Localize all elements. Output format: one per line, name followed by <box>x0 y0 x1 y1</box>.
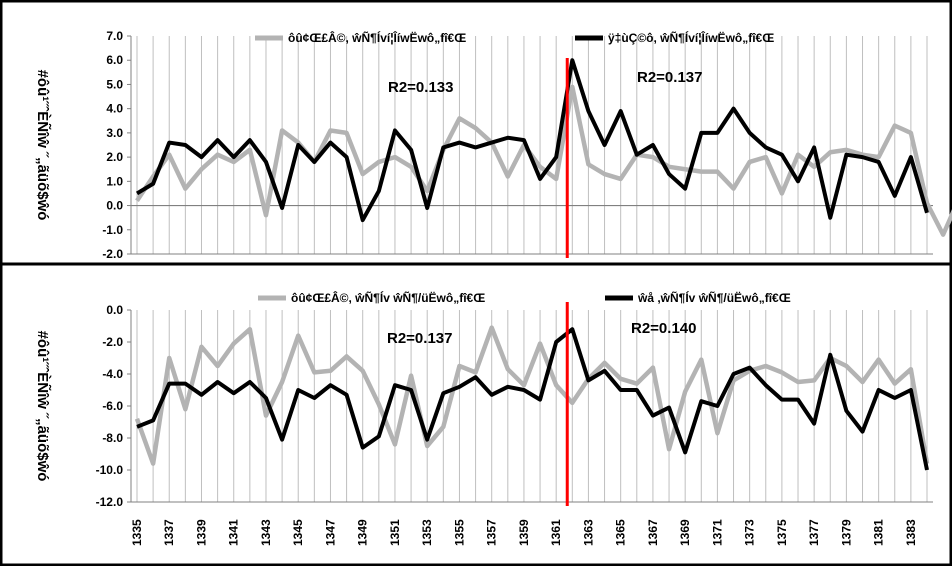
top-y-axis-label: #ôû¹˝ˆÈÑîŵ ˝„ãüõ$ŵó <box>34 70 52 221</box>
x-tick-label: 1377 <box>807 519 821 546</box>
y-tick-label: -6.0 <box>102 399 123 413</box>
top-legend-label-gray: ôû¢Œ£Â©, ŵÑ¶Íví¦ÎíwËwô„fî€Œ <box>288 30 466 45</box>
y-tick-label: 6.0 <box>106 53 123 67</box>
x-tick-label: 1359 <box>517 519 531 546</box>
top-legend-label-black: ÿ‡ùÇ©ô, ŵÑ¶Íví¦ÎíwËwô„fî€Œ <box>608 30 774 45</box>
x-tick-label: 1373 <box>743 519 757 546</box>
bottom-legend-label-gray: ôû¢Œ£Â©, ŵÑ¶Ív ŵÑ¶/üËwô„fî€Œ <box>291 290 485 305</box>
y-tick-label: 5.0 <box>106 77 123 91</box>
x-tick-label: 1383 <box>904 519 918 546</box>
bottom-panel: 0.0 -2.0 -4.0 -6.0 -8.0 -10.0 -12.0 1335 1337 13… <box>34 290 933 546</box>
y-tick-label: 0.0 <box>106 303 123 317</box>
y-tick-label: -10.0 <box>96 463 124 477</box>
x-tick-label: 1349 <box>356 519 370 546</box>
bottom-y-axis-label: #ôû¹˝ˆÈÑîŵ ˝„ãüõ$ŵó <box>34 331 52 482</box>
bottom-legend-label-black: ŵå ,ŵÑ¶Ív ŵÑ¶/üËwô„fî€Œ <box>637 290 791 305</box>
series-black-line <box>136 327 929 471</box>
x-tick-label: 1351 <box>388 519 402 546</box>
y-tick-label: 7.0 <box>106 29 123 43</box>
x-tick-label: 1335 <box>130 519 144 546</box>
y-tick-label: -4.0 <box>102 367 123 381</box>
x-tick-label: 1367 <box>646 519 660 546</box>
y-tick-label: -1.0 <box>102 223 123 237</box>
x-tick-label: 1337 <box>162 519 176 546</box>
bottom-r2-right: R2=0.140 <box>631 320 696 337</box>
y-tick-label: -2.0 <box>102 335 123 349</box>
x-tick-label: 1341 <box>227 519 241 546</box>
x-tick-label: 1381 <box>872 519 886 546</box>
top-panel: 7.0 6.0 5.0 4.0 3.0 2.0 1.0 0.0 -1.0 -2.0 #ôû¹˝ˆÈ… <box>34 29 952 261</box>
bottom-legend: ôû¢Œ£Â©, ŵÑ¶Ív ŵÑ¶/üËwô„fî€Œ ŵå ,ŵÑ¶Ív ŵ… <box>258 290 791 305</box>
series-black-line <box>135 58 929 223</box>
y-tick-label: -8.0 <box>102 431 123 445</box>
x-tick-label: 1355 <box>452 519 466 546</box>
y-tick-label: 0.0 <box>106 199 123 213</box>
top-r2-right: R2=0.137 <box>637 69 702 86</box>
x-tick-label: 1369 <box>678 519 692 546</box>
x-tick-label: 1375 <box>775 519 789 546</box>
y-tick-label: 4.0 <box>106 102 123 116</box>
x-tick-label: 1345 <box>291 519 305 546</box>
y-tick-label: 1.0 <box>106 174 123 188</box>
y-tick-label: 2.0 <box>106 150 123 164</box>
x-tick-label: 1357 <box>485 519 499 546</box>
x-tick-label: 1363 <box>581 519 595 546</box>
x-tick-label: 1353 <box>420 519 434 546</box>
x-tick-label: 1343 <box>259 519 273 546</box>
y-tick-label: -2.0 <box>102 247 123 261</box>
x-tick-label: 1361 <box>549 519 563 546</box>
y-tick-label: -12.0 <box>96 495 124 509</box>
bottom-r2-left: R2=0.137 <box>387 330 452 347</box>
x-tick-label: 1371 <box>710 519 724 546</box>
top-legend: ôû¢Œ£Â©, ŵÑ¶Íví¦ÎíwËwô„fî€Œ ÿ‡ùÇ©ô, ŵÑ¶Í… <box>255 30 774 45</box>
top-r2-left: R2=0.133 <box>388 79 453 96</box>
x-tick-label: 1347 <box>323 519 337 546</box>
y-tick-label: 3.0 <box>106 126 123 140</box>
series-gray-line <box>135 84 952 237</box>
x-tick-label: 1365 <box>614 519 628 546</box>
x-tick-label: 1379 <box>839 519 853 546</box>
x-tick-label: 1339 <box>194 519 208 546</box>
